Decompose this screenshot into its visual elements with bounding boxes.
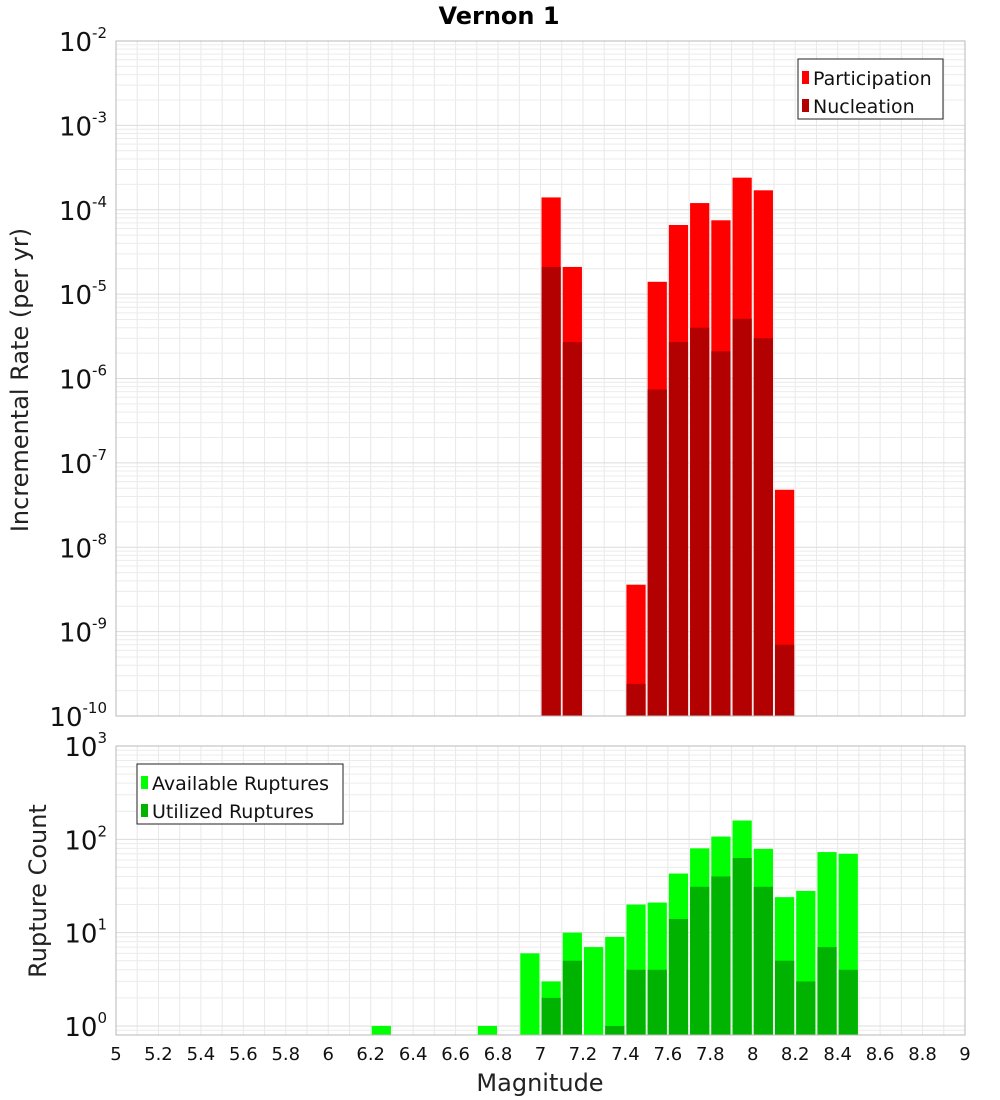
count-bar — [583, 947, 604, 1035]
rate-y-tick-label: 10-4 — [59, 193, 107, 227]
count-bar — [796, 981, 816, 1035]
rate-y-tick-label: 10-2 — [59, 24, 107, 58]
count-bar — [477, 1025, 498, 1035]
x-tick-label: 8 — [747, 1044, 758, 1065]
rate-legend-swatch — [802, 99, 809, 112]
count-series-1 — [541, 858, 858, 1035]
y-axis-label-rate: Incremental Rate (per yr) — [6, 228, 34, 532]
x-tick-label: 6.6 — [441, 1044, 470, 1065]
count-y-tick-label: 103 — [64, 729, 107, 763]
count-legend-box — [136, 763, 344, 825]
rate-bar — [690, 327, 710, 716]
count-bar — [817, 947, 837, 1035]
rate-bar — [774, 644, 795, 716]
x-tick-label: 6.8 — [484, 1044, 513, 1065]
count-legend: Available Ruptures Utilized Ruptures — [136, 763, 344, 825]
count-plot-frame — [115, 745, 966, 1036]
count-bar — [668, 919, 689, 1035]
rate-legend-label: Participation — [813, 68, 932, 90]
rate-bar — [626, 584, 646, 716]
count-bar — [753, 886, 773, 1035]
x-tick-label: 6.2 — [356, 1044, 385, 1065]
x-tick-label: 5 — [110, 1044, 121, 1065]
rate-y-tick-label: 10-9 — [59, 615, 107, 649]
rate-bar — [562, 342, 582, 716]
count-bar — [520, 953, 540, 1035]
x-tick-label: 6 — [323, 1044, 334, 1065]
rate-y-tick-label: 10-7 — [59, 446, 107, 480]
x-tick-label: 8.8 — [908, 1044, 937, 1065]
x-tick-label: 5.8 — [271, 1044, 300, 1065]
count-bar — [774, 960, 795, 1035]
rate-bar — [541, 266, 561, 716]
x-tick-label: 7.4 — [611, 1044, 640, 1065]
rate-legend-swatch — [802, 71, 809, 84]
rate-bar — [711, 351, 731, 716]
x-tick-label: 7.6 — [654, 1044, 683, 1065]
count-bar — [605, 1025, 625, 1035]
count-y-tick-label: 100 — [64, 1009, 107, 1043]
count-bar — [838, 969, 858, 1035]
rate-bar — [626, 683, 646, 716]
rate-legend-box — [797, 58, 944, 120]
x-tick-label: 7.8 — [696, 1044, 725, 1065]
count-bar — [626, 969, 646, 1035]
count-bar — [647, 969, 667, 1035]
count-y-tick-label: 102 — [64, 822, 107, 856]
rate-bar — [732, 318, 752, 716]
x-tick-label: 9 — [959, 1044, 970, 1065]
count-bar — [711, 876, 731, 1035]
x-tick-label: 5.4 — [187, 1044, 216, 1065]
count-bar — [371, 1025, 391, 1035]
count-panel: 100 101 102 103 Available Ruptures Utilized R… — [64, 729, 966, 1043]
y-axis-label-count: Rupture Count — [24, 804, 52, 978]
rate-gridlines — [115, 41, 966, 717]
count-bar — [562, 960, 582, 1035]
rate-legend-label: Nucleation — [813, 96, 915, 118]
rate-bar — [647, 389, 667, 716]
count-bar — [690, 886, 710, 1035]
rate-panel: 10-10 10-9 10-8 10-7 10-6 10-5 10-4 10-3 10-2 Par… — [49, 24, 966, 733]
rate-bar — [668, 342, 689, 716]
x-axis-ticks: 5 5.2 5.4 5.6 5.8 6 6.2 6.4 6.6 6.8 7 7.2 7.4 7.6 7.8 8… — [110, 1044, 970, 1065]
rate-y-tick-label: 10-5 — [59, 277, 107, 311]
rate-series-1 — [541, 266, 795, 716]
x-tick-label: 8.2 — [781, 1044, 810, 1065]
x-tick-label: 8.4 — [823, 1044, 852, 1065]
x-axis-label: Magnitude — [476, 1069, 603, 1097]
rate-y-tick-label: 10-8 — [59, 530, 107, 564]
rate-bar — [753, 338, 773, 716]
count-bar — [605, 936, 625, 1035]
count-legend-swatch — [141, 804, 148, 817]
rate-y-tick-label: 10-10 — [49, 699, 107, 733]
count-legend-label: Utilized Ruptures — [152, 801, 314, 823]
rate-plot-frame — [115, 40, 966, 717]
count-legend-label: Available Ruptures — [152, 773, 329, 795]
x-tick-label: 6.4 — [399, 1044, 428, 1065]
count-legend-swatch — [141, 776, 148, 789]
count-bar — [732, 858, 752, 1035]
x-tick-label: 7.2 — [569, 1044, 598, 1065]
rate-y-tick-label: 10-6 — [59, 362, 107, 396]
x-tick-label: 8.6 — [866, 1044, 895, 1065]
chart-title: Vernon 1 — [438, 2, 559, 30]
count-bar — [541, 997, 561, 1035]
x-tick-label: 5.2 — [144, 1044, 173, 1065]
count-y-tick-label: 101 — [64, 916, 107, 950]
x-tick-label: 7 — [535, 1044, 546, 1065]
x-tick-label: 5.6 — [229, 1044, 258, 1065]
rate-y-tick-label: 10-3 — [59, 108, 107, 142]
rate-legend: Participation Nucleation — [797, 58, 944, 120]
